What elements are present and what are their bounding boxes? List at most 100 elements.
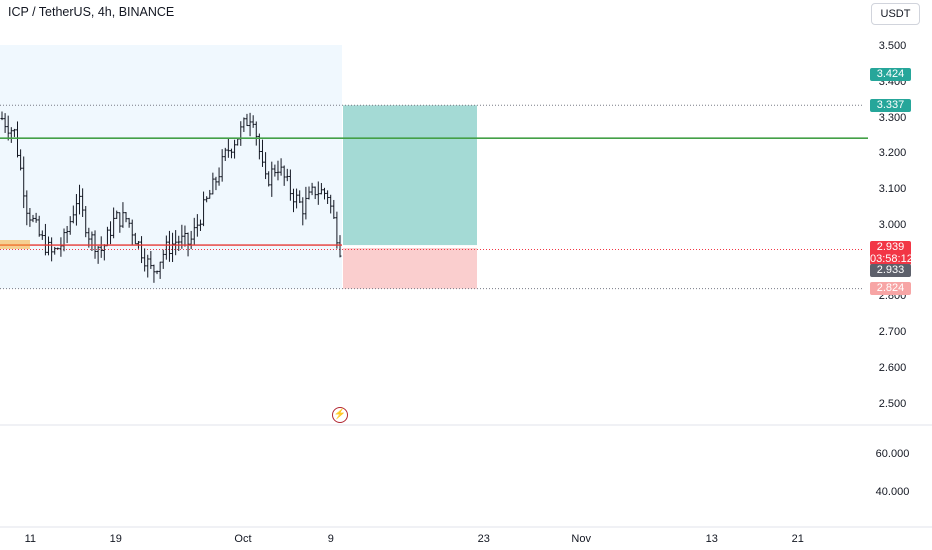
ohlc-bar [59,237,63,257]
ohlc-bar [251,115,255,128]
ohlc-bar [71,205,75,224]
time-tick-label: 9 [327,533,334,545]
ohlc-bar [112,207,116,239]
ohlc-bar [47,236,51,256]
ohlc-bar [245,113,249,127]
ohlc-bar [78,184,82,215]
ohlc-bar [195,214,199,237]
ohlc-bar [291,188,295,213]
target-price-tag: 3.424 [870,67,911,81]
ohlc-bar [174,230,178,256]
ohlc-bar [264,152,268,180]
ohlc-bar [12,128,16,137]
ohlc-bar [304,186,308,220]
ohlc-bar [31,214,35,223]
ohlc-bar [152,264,156,283]
ohlc-bar [270,161,274,197]
ohlc-bar [226,138,230,158]
ohlc-bar [84,205,88,238]
ohlc-bar [127,217,131,228]
indicator-tick-label: 60.000 [875,448,910,460]
ohlc-bar [9,127,13,143]
ohlc-bar [53,246,57,255]
price-tick-label: 3.000 [878,218,907,231]
ohlc-bar [171,232,175,263]
ohlc-bar [214,176,218,191]
ohlc-bar [140,236,144,264]
ohlc-bar [279,158,283,176]
ohlc-bar [248,112,252,137]
price-tick-label: 3.100 [878,183,907,195]
price-tick-label: 2.600 [878,361,907,374]
target-zone[interactable] [343,105,477,246]
ohlc-bar [205,196,209,203]
ohlc-bar [130,219,134,245]
ohlc-bar [6,115,10,141]
ohlc-bar [298,190,302,204]
time-tick-label: 23 [477,533,490,545]
ohlc-bar [233,139,237,159]
range-high-tag: 3.337 [870,98,911,112]
ohlc-bar [167,230,171,262]
lightning-icon[interactable]: ⚡ [332,407,348,423]
ohlc-bar [273,164,277,177]
ohlc-bar [322,187,326,200]
ohlc-bar [223,147,227,161]
ohlc-bar [99,236,103,258]
ohlc-bar [189,230,193,250]
entry-price-tag: 2.933 [870,264,911,277]
stop-price-tag: 2.824 [870,282,911,296]
ohlc-bar [288,169,292,201]
ohlc-bar [329,194,333,214]
ohlc-bar [28,208,32,227]
ohlc-bar [198,219,202,231]
range-box [0,45,342,289]
ohlc-bar [301,197,305,226]
currency-button[interactable]: USDT [871,3,920,25]
time-tick-label: Nov [571,533,591,545]
indicator-tick-label: 40.000 [875,486,910,498]
ohlc-bar [16,121,20,158]
ohlc-bar [183,225,187,247]
ohlc-bar [90,231,94,252]
ohlc-bar [208,189,212,199]
ohlc-bar [143,248,147,272]
time-tick-label: 13 [705,533,718,545]
ohlc-bar [109,221,113,245]
ohlc-bar [0,111,4,121]
ohlc-bar [313,186,317,200]
ohlc-bar [121,202,125,228]
ohlc-bar [211,172,215,195]
price-tick-label: 3.500 [878,40,907,52]
price-tick-label: 2.700 [878,326,907,338]
ohlc-bar [335,211,339,249]
ohlc-bar [307,186,311,200]
ohlc-bar [43,223,47,256]
ohlc-bar [158,261,162,279]
time-tick-label: 21 [791,533,804,545]
stop-zone[interactable] [343,248,477,289]
ohlc-bar [22,156,26,209]
ohlc-bar [229,148,233,159]
ohlc-bar [282,165,286,186]
ohlc-bar [310,182,314,196]
time-tick-label: Oct [234,533,252,545]
ohlc-bar [118,212,122,233]
ohlc-bar [285,168,289,182]
ohlc-bar [276,160,280,181]
ohlc-bar [124,212,128,223]
ohlc-bar [164,235,168,260]
ohlc-bar [217,167,221,186]
ohlc-bar [146,254,150,278]
ohlc-bar [202,191,206,227]
ohlc-bar [87,227,91,248]
ohlc-bar [319,183,323,195]
time-tick-label: 19 [109,533,122,545]
time-tick-label: 11 [24,533,37,545]
ohlc-bar [74,194,78,226]
ohlc-bar [295,188,299,209]
countdown-timer: 03:58:12 [870,253,913,265]
ohlc-bar [34,212,38,223]
ohlc-bar [3,113,7,133]
